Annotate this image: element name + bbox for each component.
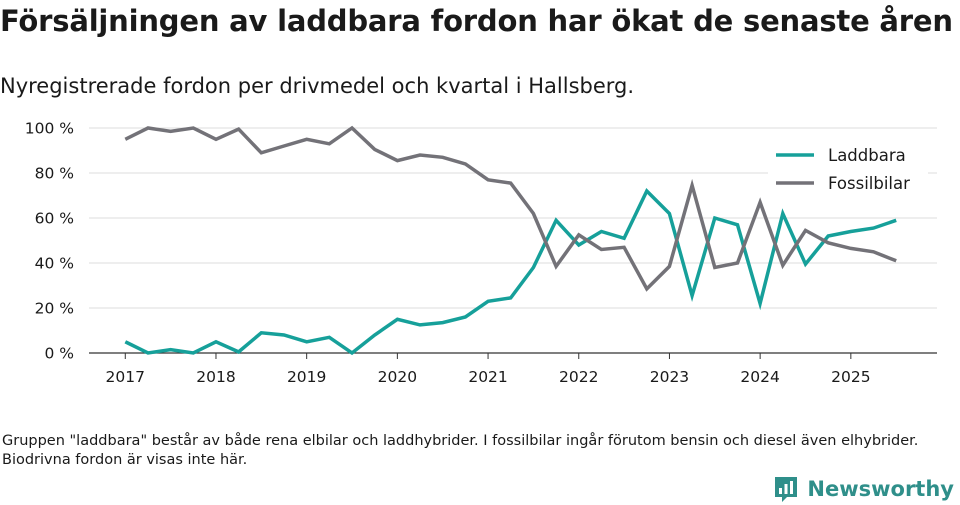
- x-tick-label: 2022: [559, 368, 598, 386]
- y-tick-label: 100 %: [25, 120, 74, 138]
- x-tick-label: 2019: [287, 368, 326, 386]
- y-tick-label: 40 %: [35, 255, 74, 273]
- legend-label: Fossilbilar: [828, 174, 910, 193]
- x-tick-label: 2024: [740, 368, 779, 386]
- series-line-laddbara: [124, 188, 897, 356]
- y-tick-label: 60 %: [35, 210, 74, 228]
- brand-name: Newsworthy: [807, 477, 954, 501]
- legend: Laddbara Fossilbilar: [768, 140, 928, 204]
- x-tick-label: 2025: [831, 368, 870, 386]
- chart-subtitle: Nyregistrerade fordon per drivmedel och …: [0, 74, 635, 98]
- chart-title: Försäljningen av laddbara fordon har öka…: [0, 4, 953, 38]
- series-lines: [124, 125, 897, 356]
- series-line-fossilbilar: [124, 125, 897, 292]
- footnote: Gruppen "laddbara" består av både rena e…: [2, 433, 919, 468]
- x-tick-label: 2018: [196, 368, 235, 386]
- x-tick-label: 2020: [378, 368, 417, 386]
- x-tick-label: 2017: [106, 368, 145, 386]
- legend-label: Laddbara: [828, 146, 906, 165]
- x-tick-label: 2021: [468, 368, 507, 386]
- brand-logo: Newsworthy: [773, 474, 954, 504]
- y-tick-label: 80 %: [35, 165, 74, 183]
- legend-box: [768, 140, 928, 204]
- newsworthy-logo-icon: [775, 477, 798, 502]
- x-tick-label: 2023: [650, 368, 689, 386]
- y-tick-label: 20 %: [35, 300, 74, 318]
- y-tick-label: 0 %: [44, 345, 74, 363]
- axes: 0 % 20 % 40 % 60 % 80 % 100 % 2017 2018 2019 2020…: [25, 120, 937, 386]
